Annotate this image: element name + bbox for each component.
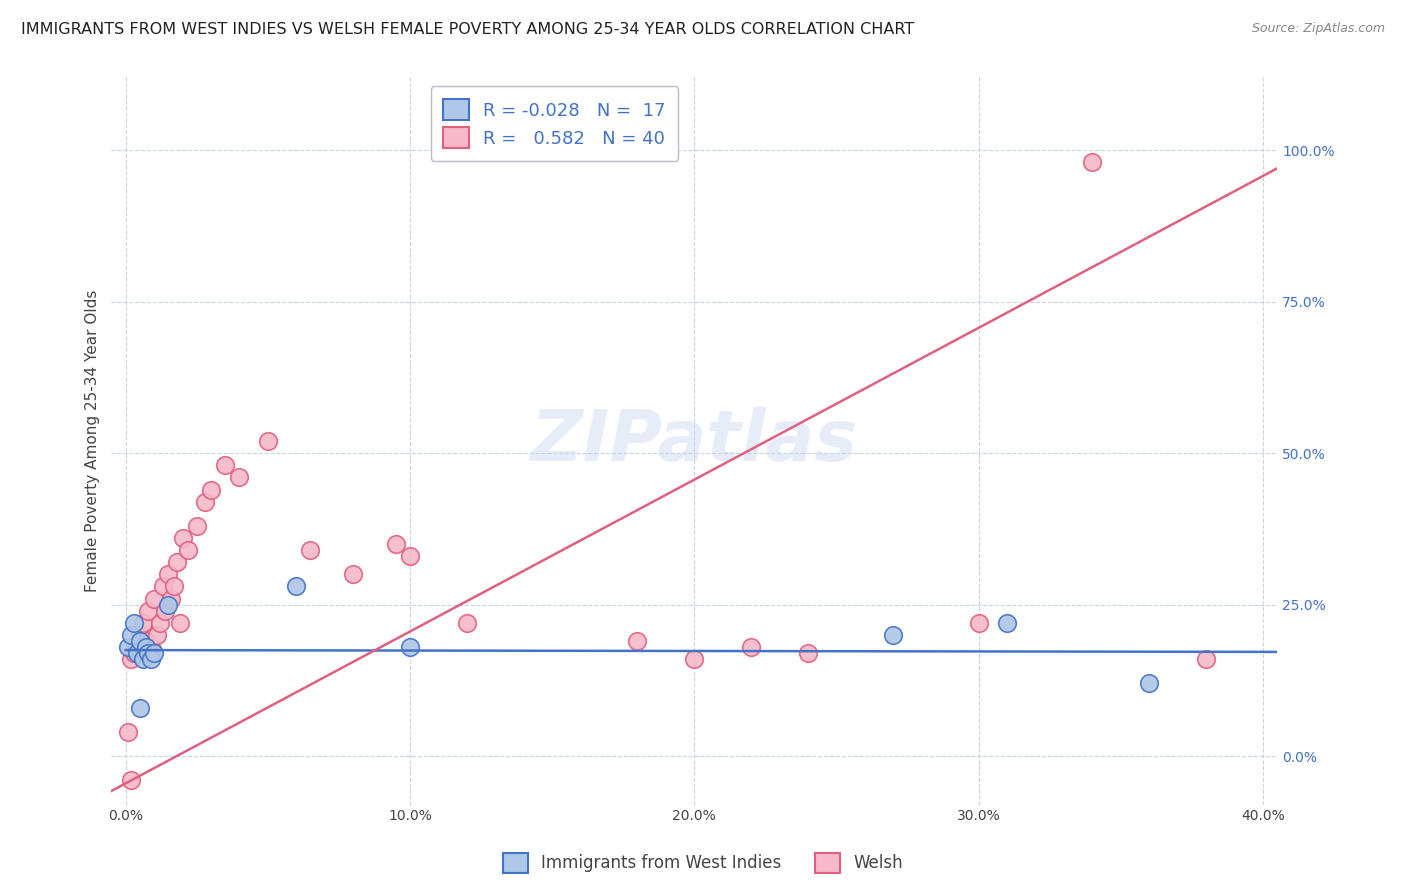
- Point: [117, 725, 139, 739]
- Point: [120, 628, 142, 642]
- Point: [194, 494, 217, 508]
- Point: [135, 634, 157, 648]
- Point: [143, 646, 166, 660]
- Point: [128, 700, 150, 714]
- Point: [399, 549, 422, 564]
- Point: [122, 646, 145, 660]
- Point: [138, 646, 160, 660]
- Point: [214, 458, 236, 473]
- Point: [160, 591, 183, 606]
- Point: [120, 773, 142, 788]
- Point: [172, 531, 194, 545]
- Point: [141, 640, 163, 654]
- Point: [146, 628, 169, 642]
- Point: [342, 567, 364, 582]
- Point: [125, 646, 148, 660]
- Legend: R = -0.028   N =  17, R =   0.582   N = 40: R = -0.028 N = 17, R = 0.582 N = 40: [430, 87, 678, 161]
- Point: [149, 615, 172, 630]
- Point: [995, 615, 1018, 630]
- Point: [141, 652, 163, 666]
- Point: [152, 579, 174, 593]
- Point: [1137, 676, 1160, 690]
- Point: [285, 579, 308, 593]
- Point: [117, 640, 139, 654]
- Point: [131, 652, 153, 666]
- Text: ZIPatlas: ZIPatlas: [530, 407, 858, 475]
- Y-axis label: Female Poverty Among 25-34 Year Olds: Female Poverty Among 25-34 Year Olds: [86, 290, 100, 592]
- Point: [186, 519, 208, 533]
- Point: [163, 579, 186, 593]
- Point: [797, 646, 820, 660]
- Point: [157, 598, 180, 612]
- Point: [456, 615, 478, 630]
- Point: [399, 640, 422, 654]
- Point: [626, 634, 648, 648]
- Point: [169, 615, 191, 630]
- Text: IMMIGRANTS FROM WEST INDIES VS WELSH FEMALE POVERTY AMONG 25-34 YEAR OLDS CORREL: IMMIGRANTS FROM WEST INDIES VS WELSH FEM…: [21, 22, 914, 37]
- Point: [384, 537, 406, 551]
- Point: [882, 628, 904, 642]
- Point: [228, 470, 250, 484]
- Point: [125, 640, 148, 654]
- Point: [200, 483, 222, 497]
- Point: [157, 567, 180, 582]
- Point: [135, 640, 157, 654]
- Point: [1195, 652, 1218, 666]
- Point: [740, 640, 762, 654]
- Point: [143, 591, 166, 606]
- Point: [256, 434, 278, 448]
- Text: Source: ZipAtlas.com: Source: ZipAtlas.com: [1251, 22, 1385, 36]
- Point: [166, 555, 188, 569]
- Point: [120, 652, 142, 666]
- Point: [177, 543, 200, 558]
- Point: [155, 604, 177, 618]
- Point: [131, 615, 153, 630]
- Point: [128, 634, 150, 648]
- Point: [128, 628, 150, 642]
- Point: [967, 615, 990, 630]
- Point: [683, 652, 706, 666]
- Point: [1081, 155, 1104, 169]
- Legend: Immigrants from West Indies, Welsh: Immigrants from West Indies, Welsh: [496, 847, 910, 880]
- Point: [122, 615, 145, 630]
- Point: [138, 604, 160, 618]
- Point: [299, 543, 322, 558]
